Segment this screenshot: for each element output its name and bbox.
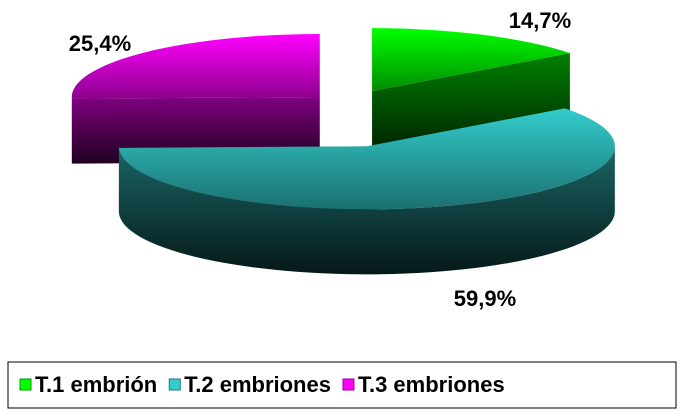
slice-side <box>71 97 320 164</box>
slice-top <box>118 108 615 210</box>
legend-label: T.3 embriones <box>358 372 505 397</box>
slice-top <box>71 34 320 99</box>
slice-top <box>372 28 570 92</box>
slice-side <box>372 53 570 157</box>
data-label: 25,4% <box>69 31 131 56</box>
slice <box>71 34 320 164</box>
slice <box>372 28 570 157</box>
legend-swatch <box>342 378 355 391</box>
legend-swatch <box>168 378 181 391</box>
data-label: 14,7% <box>509 8 571 33</box>
slice <box>118 108 615 275</box>
legend-label: T.1 embrión <box>35 372 157 397</box>
data-label: 59,9% <box>454 286 516 311</box>
legend-label: T.2 embriones <box>184 372 331 397</box>
legend-swatch <box>19 378 32 391</box>
legend-box <box>7 361 677 409</box>
slice-wall <box>118 146 615 275</box>
